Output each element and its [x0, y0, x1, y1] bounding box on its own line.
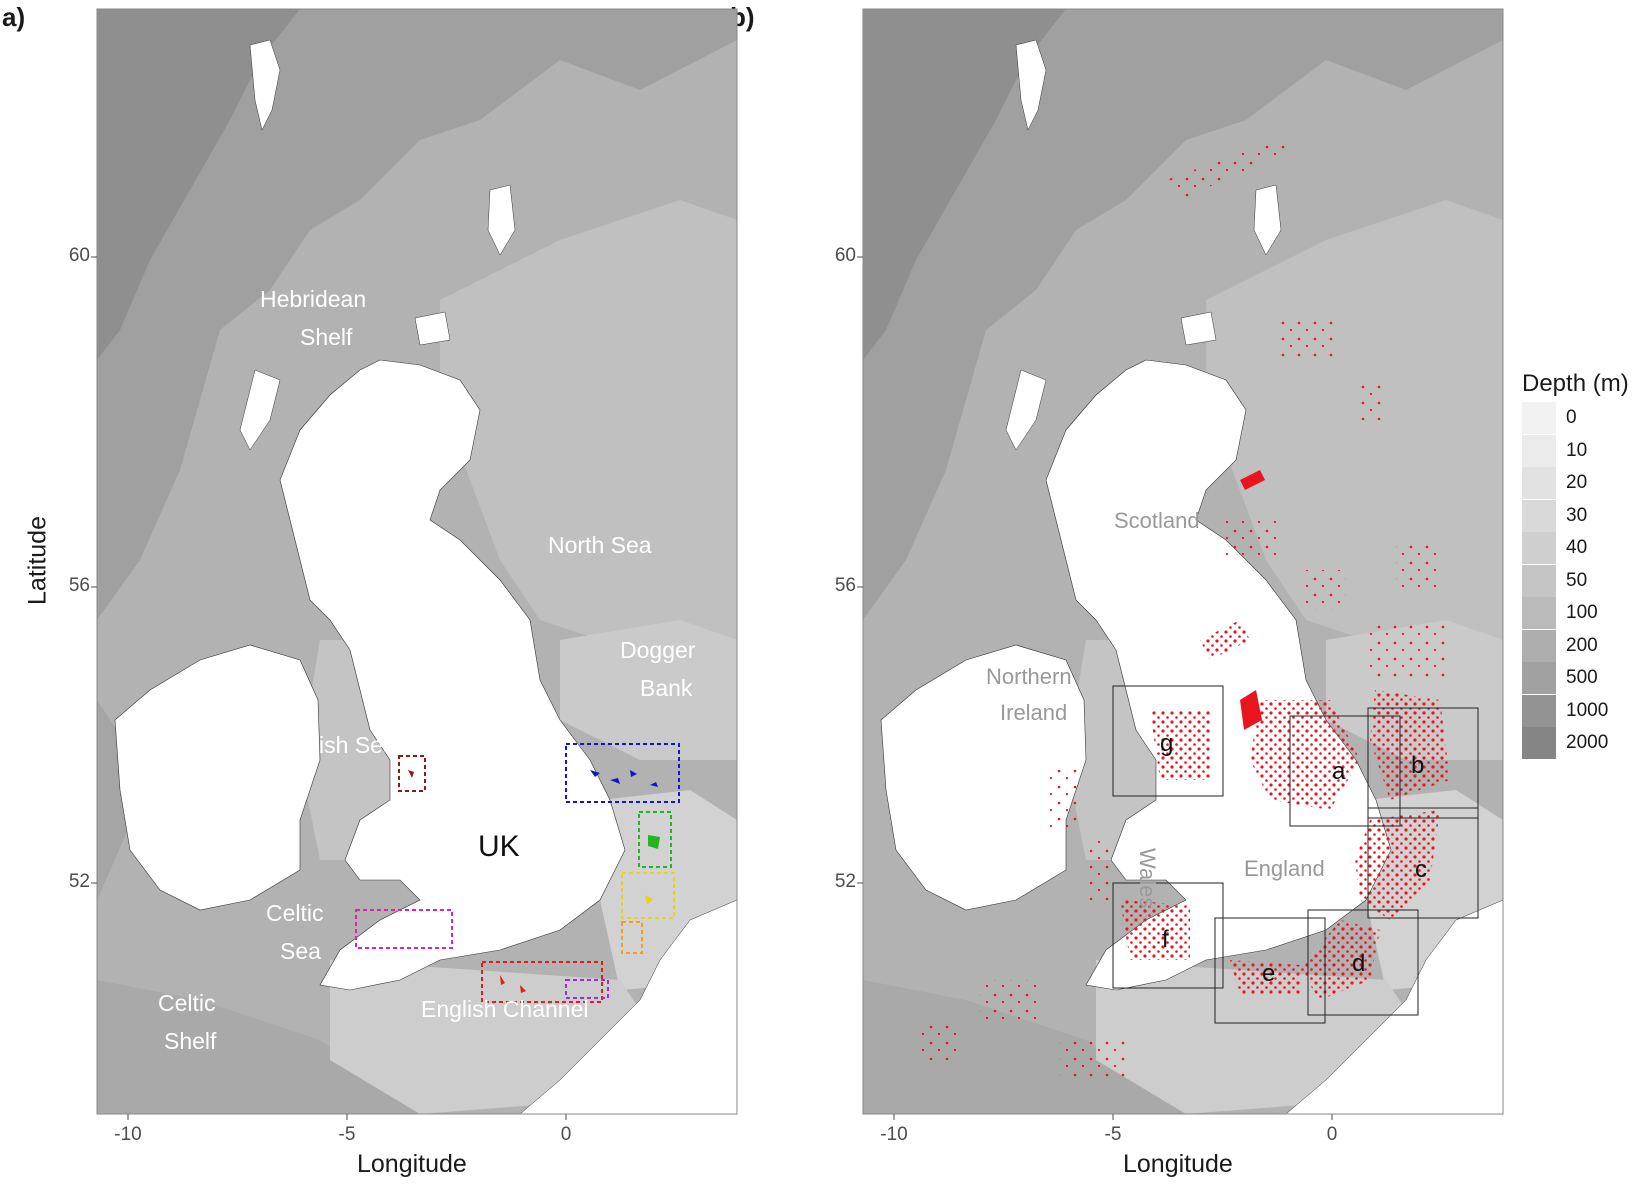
box-darkred [398, 755, 426, 792]
box-orange [621, 921, 643, 954]
legend-title: Depth (m) [1522, 370, 1629, 397]
label-ireland: Ireland [1000, 700, 1068, 725]
legend-label-30: 30 [1566, 504, 1588, 526]
ireland-land [114, 644, 321, 911]
legend-key-2000 [1522, 727, 1556, 759]
label-hebridean-shelf: Shelf [300, 324, 353, 350]
panel-b-xtick-m5: -5 [1104, 1124, 1122, 1145]
fishing-activity-points [920, 140, 1450, 1080]
label-irish-sea: Irish Sea [305, 732, 396, 758]
legend-label-50: 50 [1566, 569, 1588, 591]
legend-key-50 [1522, 564, 1556, 597]
label-north-sea: North Sea [548, 532, 652, 558]
panel-a-xtick-m5: -5 [338, 1124, 356, 1145]
legend-key-0 [1522, 402, 1556, 434]
legend-label-40: 40 [1566, 537, 1588, 558]
legend-key-40 [1522, 532, 1556, 564]
panel-a-ytick-52: 52 [68, 871, 90, 892]
box-label-b: b [1411, 752, 1425, 779]
legend-label-20: 20 [1566, 472, 1588, 493]
label-northern: Northern [986, 664, 1072, 689]
box-blue [565, 743, 680, 803]
legend-label-1000: 1000 [1566, 699, 1609, 721]
panel-b-xlabel: Longitude [1123, 1150, 1233, 1178]
box-pink [355, 909, 453, 949]
legend-key-20 [1522, 467, 1556, 499]
panel-b-xtick-0: 0 [1326, 1124, 1338, 1145]
legend-key-1000 [1522, 694, 1556, 727]
box-purple [565, 979, 609, 999]
label-celtic-sea-1: Celtic [266, 900, 324, 926]
legend-label-500: 500 [1566, 667, 1598, 688]
panel-b-map [863, 9, 1503, 1114]
panel-b-xtick-m10: -10 [880, 1124, 908, 1145]
panel-a-xlabel: Longitude [357, 1150, 467, 1178]
legend-label-10: 10 [1566, 439, 1588, 461]
panel-a-ylabel: Latitude [23, 516, 52, 605]
box-green [638, 811, 672, 868]
box-label-e: e [1262, 960, 1276, 987]
label-scotland: Scotland [1114, 508, 1200, 533]
study-area-boxes [1112, 685, 1479, 1024]
legend-key-30 [1522, 499, 1556, 532]
great-britain-land [279, 359, 626, 991]
box-label-f: f [1162, 926, 1169, 953]
panel-a-letter: a) [2, 2, 26, 32]
legend-label-0: 0 [1566, 407, 1577, 428]
label-english-channel: English Channel [421, 996, 589, 1022]
abyssal-water [97, 9, 300, 360]
label-england: England [1244, 856, 1325, 881]
legend-label-2000: 2000 [1566, 732, 1609, 753]
panel-a-map [97, 9, 737, 1114]
deep-water [97, 9, 737, 620]
panel-a-ytick-60: 60 [68, 245, 90, 266]
legend-key-200 [1522, 629, 1556, 662]
panel-b-ytick-52: 52 [834, 871, 856, 892]
panel-a-xtick-0: 0 [560, 1124, 572, 1145]
box-label-d: d [1352, 950, 1366, 977]
label-celtic-shelf-1: Celtic [158, 990, 216, 1016]
label-celtic-shelf-2: Shelf [164, 1028, 217, 1054]
label-uk: UK [478, 830, 520, 863]
label-celtic-sea-2: Sea [280, 938, 321, 964]
legend-label-200: 200 [1566, 634, 1598, 656]
label-hebridean: Hebridean [260, 286, 367, 312]
label-wales: Wales [1135, 848, 1160, 909]
panel-b-ytick-56: 56 [834, 575, 856, 596]
box-red [481, 961, 603, 1003]
box-yellow [621, 872, 675, 919]
panel-a-ytick-56: 56 [68, 575, 90, 596]
panel-a-xtick-m10: -10 [114, 1124, 142, 1145]
box-label-c: c [1415, 856, 1427, 883]
box-label-a: a [1332, 758, 1346, 785]
legend-key-100 [1522, 597, 1556, 629]
legend-key-10 [1522, 434, 1556, 467]
label-dogger: Dogger [620, 637, 696, 663]
legend-label-100: 100 [1566, 602, 1598, 623]
panel-b-ytick-60: 60 [834, 245, 856, 266]
north-sea [440, 200, 737, 720]
legend-key-500 [1522, 662, 1556, 694]
box-label-g: g [1160, 730, 1174, 757]
label-dogger-bank: Bank [640, 675, 693, 701]
